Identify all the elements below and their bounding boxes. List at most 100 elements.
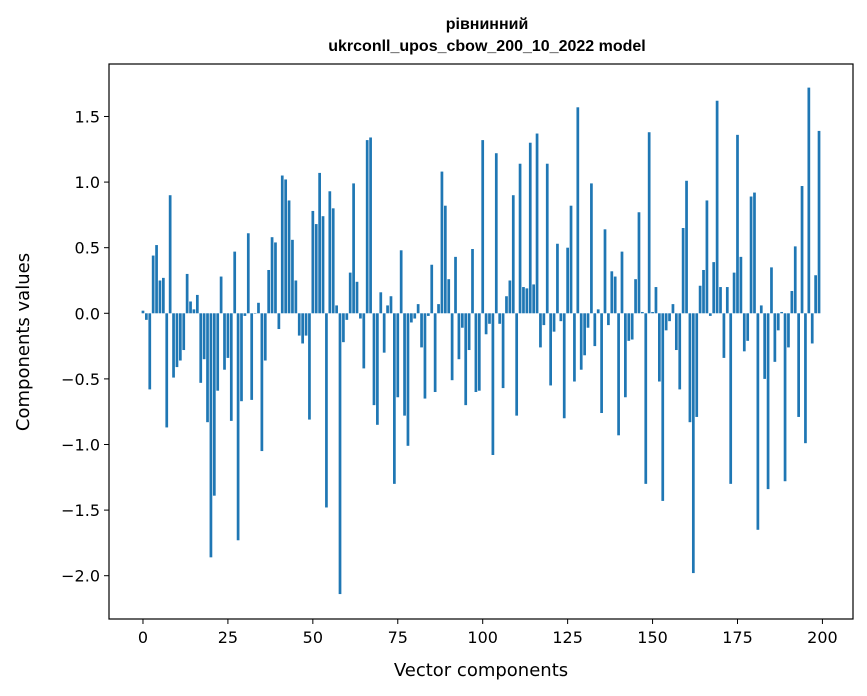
bar bbox=[280, 175, 284, 314]
bar bbox=[195, 294, 199, 314]
bar bbox=[467, 313, 471, 351]
bar bbox=[501, 313, 505, 389]
bar bbox=[274, 242, 277, 314]
bar bbox=[335, 305, 338, 314]
bar bbox=[416, 304, 420, 314]
bar bbox=[539, 313, 542, 348]
x-tick-label: 75 bbox=[388, 628, 408, 647]
bar bbox=[658, 313, 661, 382]
bar bbox=[471, 249, 474, 314]
bar bbox=[338, 313, 342, 595]
bar bbox=[440, 171, 444, 314]
bar bbox=[671, 304, 675, 314]
bar bbox=[314, 224, 318, 314]
bar bbox=[420, 313, 423, 348]
bar bbox=[620, 251, 624, 314]
bar bbox=[202, 313, 206, 360]
bar bbox=[308, 313, 311, 420]
y-tick-label: −1.5 bbox=[61, 501, 100, 520]
bar bbox=[715, 100, 719, 314]
bar bbox=[406, 313, 410, 446]
bar bbox=[807, 87, 811, 314]
y-axis-label: Components values bbox=[13, 253, 34, 431]
y-tick-label: −2.0 bbox=[61, 567, 100, 586]
bar bbox=[708, 313, 712, 316]
y-tick-label: 0.5 bbox=[75, 239, 100, 258]
bar bbox=[814, 275, 817, 314]
bar bbox=[270, 237, 274, 314]
bar bbox=[369, 137, 372, 314]
bar bbox=[287, 200, 291, 314]
bar bbox=[376, 313, 379, 425]
bar bbox=[223, 313, 226, 370]
plot-frame bbox=[108, 63, 854, 620]
bar bbox=[736, 134, 739, 314]
y-tick-label: −1.0 bbox=[61, 435, 100, 454]
bar bbox=[678, 313, 682, 390]
bar bbox=[382, 313, 386, 353]
bar bbox=[596, 309, 600, 314]
y-tick-label: 1.0 bbox=[75, 173, 100, 192]
bar bbox=[206, 313, 209, 423]
bar bbox=[240, 313, 243, 402]
bar bbox=[776, 313, 780, 331]
bar bbox=[542, 313, 546, 326]
bar bbox=[766, 313, 770, 490]
bar bbox=[590, 183, 593, 314]
bar bbox=[661, 313, 665, 501]
bar bbox=[355, 281, 359, 314]
bar bbox=[192, 309, 196, 314]
bar bbox=[291, 239, 294, 314]
bar bbox=[600, 313, 603, 414]
bar bbox=[437, 304, 440, 314]
bar bbox=[800, 186, 804, 314]
bar bbox=[359, 313, 362, 319]
bar bbox=[804, 313, 807, 444]
bar bbox=[297, 313, 301, 336]
bar bbox=[443, 205, 447, 314]
bar bbox=[250, 313, 254, 400]
bar bbox=[759, 305, 763, 314]
bar bbox=[695, 313, 699, 417]
bar bbox=[654, 287, 658, 314]
bar bbox=[481, 140, 485, 314]
bar bbox=[498, 313, 502, 324]
bar bbox=[433, 313, 437, 393]
bar bbox=[739, 256, 743, 314]
bar bbox=[362, 313, 366, 369]
bar bbox=[243, 313, 247, 316]
bar bbox=[386, 305, 389, 314]
bar bbox=[746, 313, 750, 341]
bar bbox=[793, 246, 797, 314]
bar bbox=[685, 180, 688, 314]
bar bbox=[494, 153, 498, 314]
bar bbox=[301, 313, 304, 344]
bar bbox=[263, 313, 267, 361]
bar bbox=[579, 313, 583, 370]
bar bbox=[460, 313, 464, 328]
bar bbox=[511, 195, 515, 314]
bar bbox=[630, 313, 634, 340]
bar bbox=[749, 196, 753, 314]
bar bbox=[389, 296, 393, 314]
bar bbox=[593, 313, 597, 347]
bar bbox=[617, 313, 620, 436]
bar bbox=[294, 280, 298, 314]
bar bbox=[607, 313, 610, 326]
bar bbox=[573, 313, 576, 382]
bar bbox=[634, 279, 637, 314]
bar bbox=[505, 296, 508, 314]
bar bbox=[182, 313, 186, 351]
bar bbox=[576, 107, 580, 314]
bar bbox=[464, 313, 468, 406]
bar bbox=[641, 311, 644, 314]
bar bbox=[610, 271, 614, 314]
bar bbox=[712, 262, 716, 314]
bar bbox=[328, 191, 332, 314]
x-tick-label: 0 bbox=[138, 628, 148, 647]
bar bbox=[651, 311, 654, 314]
bar bbox=[352, 183, 355, 314]
bar bbox=[522, 287, 525, 314]
bar bbox=[528, 142, 532, 314]
bar bbox=[311, 210, 315, 314]
